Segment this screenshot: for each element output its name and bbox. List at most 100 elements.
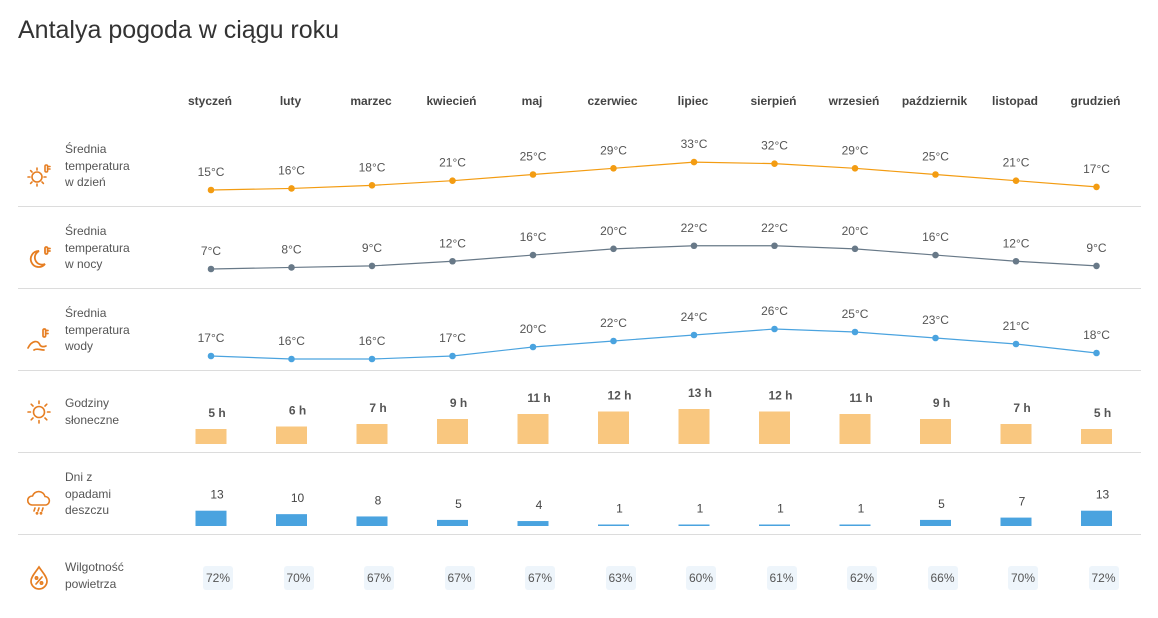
night_temp-point	[690, 242, 698, 250]
humidity-value: 61%	[766, 566, 797, 590]
water_temp-point	[449, 352, 456, 360]
rain-cloud-icon	[26, 489, 52, 515]
humidity-value: 66%	[927, 566, 958, 590]
row-water-temperature: Średnia temperatura wody	[18, 289, 1141, 371]
rain_days-bar	[517, 521, 549, 526]
sunshine-bar	[839, 414, 871, 444]
water_temp-value-label: 17°C	[198, 331, 225, 345]
rain_days-value-label: 1	[858, 502, 865, 516]
month-4: maj	[521, 94, 543, 108]
row-label-water-temperature: Średnia temperatura wody	[65, 306, 130, 353]
night_temp-point	[529, 251, 537, 259]
rain_days-bar	[1000, 517, 1032, 526]
rain_days-bar	[437, 519, 468, 526]
month-header: styczeń luty marzec kwiecień maj czerwiec lipi…	[0, 88, 1158, 118]
sunshine-value-label: 13 h	[688, 386, 712, 400]
water_temp-point	[1093, 349, 1100, 357]
water_temp-value-label: 17°C	[439, 331, 466, 345]
day_temp-point	[1093, 183, 1100, 191]
month-5: czerwiec	[587, 94, 638, 108]
night_temp-line	[210, 245, 1097, 270]
night_temp-point	[1012, 257, 1020, 265]
water_temp-point	[288, 355, 295, 363]
sun-icon	[26, 399, 52, 425]
water_temp-point	[529, 343, 537, 351]
sunshine-bar	[517, 414, 549, 444]
water_temp-point	[368, 355, 376, 363]
row-divider	[18, 452, 1141, 453]
water_temp-value-label: 16°C	[359, 334, 386, 348]
month-10: listopad	[991, 94, 1038, 108]
thermometer-moon-icon	[26, 245, 52, 271]
night_temp-value-label: 9°C	[362, 241, 382, 255]
water_temp-point	[1012, 340, 1020, 348]
row-sunshine-hours: Godziny słoneczne	[18, 371, 1141, 453]
row-label-day-temperature: Średnia temperatura w dzień	[65, 142, 130, 189]
day_temp-value-label: 16°C	[278, 163, 305, 177]
sunshine-value-label: 11 h	[849, 391, 872, 405]
sunshine-value-label: 5 h	[208, 406, 225, 420]
sunshine-value-label: 7 h	[1013, 401, 1030, 415]
humidity-value: 72%	[1088, 566, 1119, 590]
day_temp-value-label: 29°C	[600, 143, 627, 157]
month-9: październik	[901, 94, 968, 108]
sunshine-bar	[1081, 429, 1112, 444]
row-rain-days: Dni z opadami deszczu	[18, 453, 1141, 535]
day_temp-value-label: 21°C	[1003, 156, 1030, 170]
humidity-value: 60%	[686, 566, 716, 590]
rain_days-value-label: 10	[291, 491, 305, 505]
rain_days-bar	[1081, 510, 1112, 526]
water_temp-point	[690, 331, 698, 339]
sunshine-value-label: 5 h	[1094, 406, 1111, 420]
sunshine-hours-chart: 5 h 6 h 7 h 9 h 11 h 12 h 13 h 12 h 11 h 9 h 7 h 5 …	[195, 386, 1112, 444]
row-humidity: Wilgotność powietrza	[18, 535, 1141, 618]
day_temp-point	[529, 171, 537, 178]
night_temp-point	[1093, 262, 1100, 270]
humidity-value: 72%	[203, 566, 233, 590]
humidity-value: 70%	[1008, 566, 1038, 590]
sunshine-bar	[678, 409, 710, 444]
day_temp-point	[449, 177, 456, 184]
night_temp-point	[932, 251, 939, 259]
water-temperature-chart: 17°C 16°C 16°C 17°C 20°C 22°C 24°C 26°C 25°C 23°C…	[198, 304, 1110, 363]
sunshine-bar	[356, 424, 388, 444]
night_temp-value-label: 8°C	[281, 242, 301, 256]
sunshine-bar	[920, 419, 951, 444]
rain_days-value-label: 13	[210, 488, 224, 502]
row-label-sunshine-hours: Godziny słoneczne	[65, 396, 120, 427]
sunshine-value-label: 9 h	[933, 396, 950, 410]
month-2: marzec	[350, 94, 392, 108]
row-label-humidity: Wilgotność powietrza	[65, 560, 124, 591]
rain_days-bar	[598, 524, 629, 526]
page-title: Antalya pogoda w ciągu roku	[18, 16, 340, 44]
water_temp-point	[207, 352, 215, 360]
humidity-value: 67%	[364, 566, 394, 590]
row-label-rain-days: Dni z opadami deszczu	[65, 470, 112, 517]
day-temperature-chart: 15°C 16°C 18°C 21°C 25°C 29°C 33°C 32°C 29°C 25°C…	[198, 137, 1110, 194]
row-divider	[18, 288, 1141, 289]
night_temp-value-label: 16°C	[520, 230, 547, 244]
sunshine-value-label: 11 h	[527, 391, 550, 405]
day_temp-value-label: 21°C	[439, 156, 466, 170]
humidity-value: 63%	[605, 566, 636, 590]
day_temp-point	[932, 171, 939, 178]
row-day-temperature: Średnia temperatura w dzień	[18, 125, 1141, 207]
rain_days-value-label: 7	[1019, 495, 1026, 509]
day_temp-value-label: 17°C	[1083, 162, 1110, 176]
rain_days-value-label: 4	[536, 498, 543, 512]
rain_days-value-label: 1	[697, 502, 704, 516]
row-night-temperature: Średnia temperatura w nocy	[18, 207, 1141, 289]
sunshine-value-label: 6 h	[289, 404, 306, 418]
sunshine-value-label: 12 h	[607, 389, 631, 403]
day_temp-point	[771, 160, 778, 167]
rain_days-value-label: 13	[1096, 488, 1110, 502]
month-1: luty	[279, 94, 302, 108]
rain_days-value-label: 5	[455, 497, 462, 511]
night_temp-point	[851, 245, 859, 253]
night_temp-value-label: 7°C	[201, 244, 221, 258]
row-divider	[18, 370, 1141, 371]
rain_days-value-label: 1	[777, 502, 784, 516]
water_temp-value-label: 16°C	[278, 334, 305, 348]
night_temp-point	[368, 262, 376, 270]
month-3: kwiecień	[426, 94, 477, 108]
